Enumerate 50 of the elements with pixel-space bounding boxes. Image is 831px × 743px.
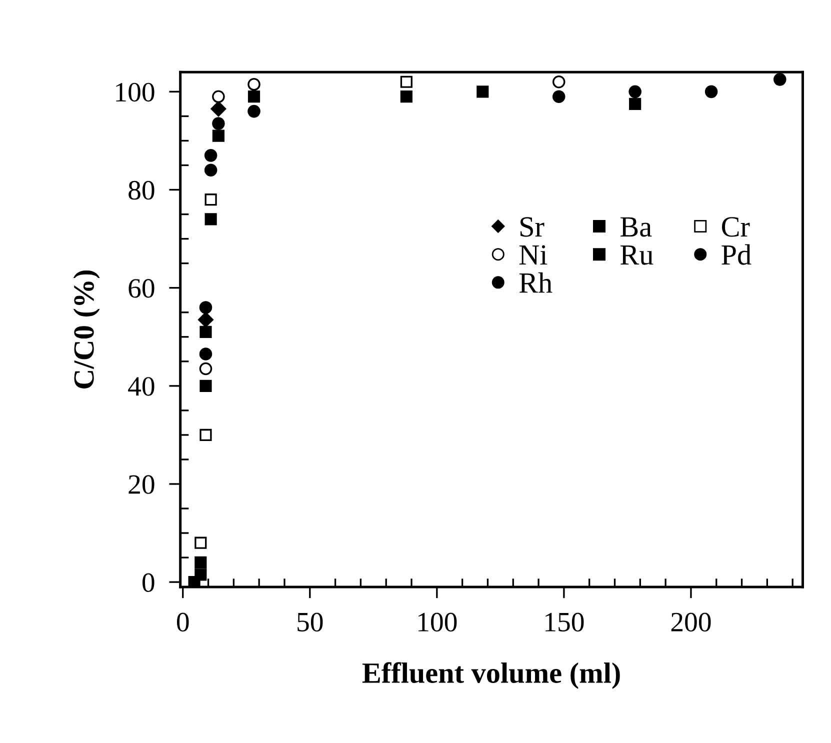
point bbox=[248, 90, 260, 103]
x-tick-label: 150 bbox=[546, 612, 584, 632]
point bbox=[198, 312, 214, 328]
point bbox=[199, 362, 212, 376]
legend-label: Cr bbox=[722, 217, 750, 237]
point bbox=[194, 536, 207, 549]
point bbox=[212, 130, 224, 142]
point bbox=[204, 164, 218, 177]
x-axis-title: Effluent volume (ml) bbox=[362, 662, 620, 689]
point bbox=[194, 568, 207, 581]
x-tick-label: 0 bbox=[176, 612, 189, 632]
point bbox=[248, 78, 260, 91]
point bbox=[200, 428, 212, 441]
point bbox=[199, 348, 212, 360]
point bbox=[204, 194, 217, 206]
x-tick-label: 100 bbox=[418, 612, 457, 632]
point bbox=[400, 76, 412, 88]
legend-label: Ru bbox=[620, 245, 654, 265]
point bbox=[629, 98, 642, 110]
point bbox=[212, 90, 225, 103]
point bbox=[204, 149, 218, 162]
y-tick-label: 0 bbox=[142, 573, 154, 592]
x-tick-label: 50 bbox=[298, 612, 323, 632]
y-tick-label: 60 bbox=[128, 279, 154, 298]
y-tick-label: 40 bbox=[128, 377, 154, 396]
point bbox=[628, 85, 642, 98]
point bbox=[773, 73, 786, 86]
y-tick-label: 80 bbox=[128, 180, 154, 200]
y-tick-label: 100 bbox=[116, 82, 154, 102]
point bbox=[552, 75, 566, 88]
point bbox=[200, 326, 212, 338]
point bbox=[212, 117, 225, 130]
x-tick-label: 200 bbox=[671, 612, 711, 632]
point bbox=[200, 380, 212, 392]
legend-label: Pd bbox=[722, 244, 752, 265]
legend-label: Sr bbox=[520, 217, 544, 237]
point bbox=[552, 90, 566, 103]
point bbox=[476, 86, 489, 98]
y-tick-label: 20 bbox=[128, 475, 154, 494]
point bbox=[400, 90, 412, 103]
legend-label: Ba bbox=[620, 217, 652, 237]
point bbox=[199, 301, 212, 314]
point bbox=[248, 104, 260, 118]
legend-label: Rh bbox=[519, 272, 552, 293]
point bbox=[204, 213, 217, 226]
point bbox=[704, 85, 718, 98]
y-axis-title: C/C0 (%) bbox=[73, 270, 100, 388]
point bbox=[194, 556, 207, 568]
legend-label: Ni bbox=[519, 245, 548, 265]
point bbox=[210, 101, 226, 117]
